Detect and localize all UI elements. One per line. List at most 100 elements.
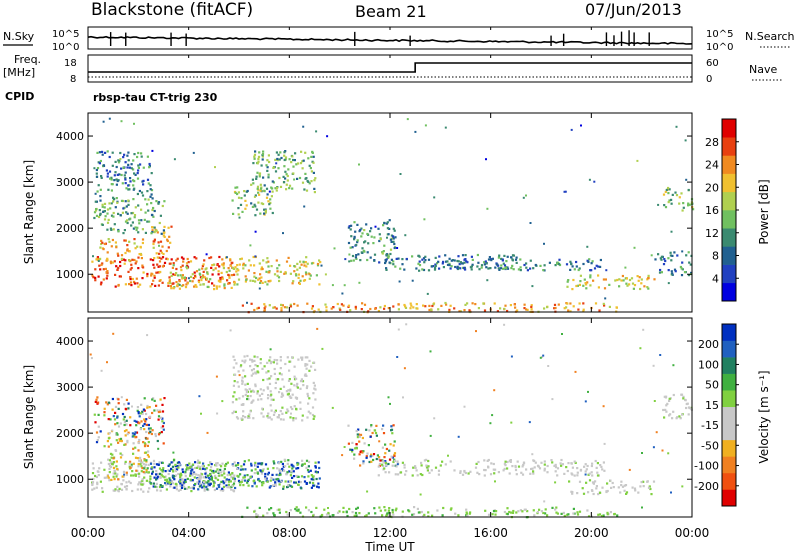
- rti-cell: [98, 162, 101, 165]
- rti-cell: [671, 193, 674, 196]
- rti-cell: [356, 241, 359, 244]
- rti-cell: [156, 256, 159, 259]
- rti-cell: [175, 488, 178, 491]
- rti-cell: [288, 465, 291, 468]
- rti-cell: [263, 184, 266, 187]
- rti-cell: [152, 242, 155, 246]
- rti-cell: [457, 435, 460, 438]
- rti-cell: [211, 264, 214, 267]
- rti-cell: [137, 151, 140, 155]
- rti-cell: [422, 304, 425, 307]
- rti-cell: [132, 452, 135, 455]
- rti-cell: [312, 481, 315, 485]
- rti-cell: [134, 173, 137, 176]
- rti-cell: [287, 484, 290, 487]
- rti-cell: [266, 159, 269, 162]
- rti-cell: [157, 202, 160, 205]
- rti-cell: [428, 304, 431, 307]
- rti-cell: [127, 188, 130, 191]
- rti-cell: [687, 204, 690, 207]
- rti-cell: [600, 465, 603, 468]
- rti-cell: [267, 412, 270, 415]
- rti-cell: [512, 509, 515, 513]
- rti-cell: [618, 278, 621, 281]
- rti-cell: [102, 268, 105, 271]
- rti-cell: [283, 165, 286, 168]
- rti-cell: [593, 267, 597, 270]
- rti-cell: [106, 475, 109, 478]
- rti-cell: [665, 395, 668, 398]
- rti-cell: [668, 188, 671, 191]
- rti-cell: [246, 354, 249, 358]
- rti-cell: [367, 242, 370, 245]
- rti-cell: [95, 208, 98, 211]
- rti-cell: [205, 467, 208, 470]
- rti-cell: [149, 462, 153, 465]
- noise-right-tick-top: 10^5: [706, 29, 733, 40]
- rti-cell: [571, 466, 574, 469]
- rti-cell: [350, 259, 353, 262]
- rti-cell: [487, 258, 491, 261]
- rti-cell: [158, 252, 161, 255]
- rti-cell: [567, 279, 570, 282]
- rti-cell: [632, 287, 635, 290]
- rti-cell: [252, 182, 255, 185]
- rti-cell: [483, 459, 486, 462]
- rti-cell: [544, 512, 547, 515]
- rti-cell: [151, 470, 154, 473]
- rti-cell: [141, 483, 144, 486]
- rti-cell: [159, 410, 162, 413]
- rti-cell: [350, 224, 353, 227]
- rti-cell: [195, 473, 198, 476]
- rti-cell: [137, 169, 140, 172]
- rti-cell: [138, 459, 141, 462]
- rti-cell: [253, 510, 256, 513]
- rti-cell: [272, 460, 275, 463]
- rti-cell: [243, 460, 246, 463]
- rti-cell: [483, 474, 486, 477]
- rti-cell: [93, 413, 96, 416]
- rti-cell: [175, 259, 178, 262]
- rti-cell: [340, 303, 343, 306]
- rti-cell: [221, 487, 224, 490]
- rti-cell: [317, 486, 320, 489]
- rti-cell: [348, 253, 351, 256]
- rti-cell: [309, 167, 312, 170]
- rti-cell: [543, 500, 546, 503]
- rti-cell: [266, 166, 269, 169]
- rti-cell: [578, 510, 582, 513]
- rti-cell: [217, 471, 220, 474]
- rti-cell: [522, 196, 525, 199]
- rti-cell: [154, 284, 157, 287]
- rti-cell: [158, 260, 162, 263]
- rti-cell: [378, 261, 381, 264]
- rti-cell: [385, 514, 388, 517]
- rti-cell: [293, 270, 296, 273]
- rti-cell: [424, 259, 427, 262]
- rti-cell: [232, 482, 236, 485]
- rti-cell: [489, 422, 492, 425]
- rti-cell: [366, 251, 369, 254]
- rti-cell: [237, 207, 240, 210]
- rti-cell: [680, 192, 683, 195]
- rti-cell: [411, 513, 414, 516]
- rti-cell: [246, 474, 249, 477]
- rti-cell: [243, 190, 246, 193]
- rti-cell: [647, 287, 650, 290]
- rti-cell: [214, 476, 217, 479]
- rti-cell: [365, 514, 368, 517]
- rti-cell: [387, 255, 390, 258]
- rti-cell: [670, 202, 673, 205]
- rti-cell: [409, 302, 412, 305]
- rti-cell: [147, 463, 150, 466]
- rti-cell: [654, 258, 657, 261]
- rti-cell: [361, 436, 364, 440]
- rti-cell: [137, 204, 140, 207]
- rti-cell: [96, 481, 99, 484]
- rti-cell: [431, 304, 434, 308]
- rti-cell: [236, 467, 239, 470]
- rti-cell: [120, 488, 124, 491]
- rti-cell: [114, 285, 117, 288]
- rti-cell: [95, 441, 99, 444]
- rti-cell: [153, 466, 156, 469]
